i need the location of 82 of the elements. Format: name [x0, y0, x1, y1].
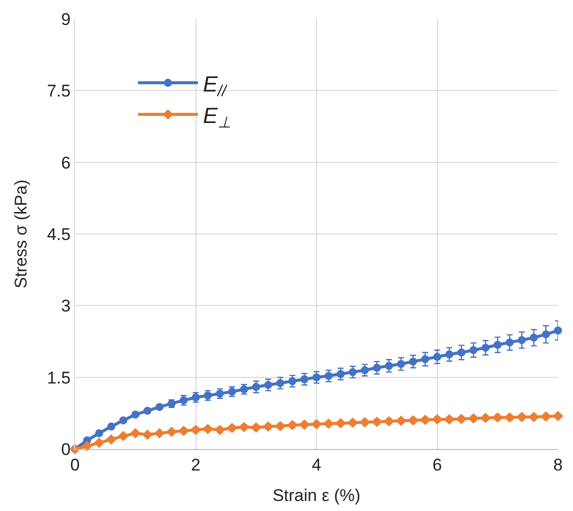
x-axis-title: Strain ε (%) [272, 486, 360, 505]
point [433, 352, 442, 361]
point [287, 420, 298, 430]
point [409, 358, 418, 366]
point [323, 418, 334, 429]
point [263, 421, 274, 432]
point [336, 370, 345, 378]
point [300, 375, 308, 384]
point [202, 424, 214, 434]
point [82, 440, 92, 452]
point [130, 428, 141, 438]
point [516, 412, 527, 422]
legend-label: E$_{//}$ [202, 71, 228, 100]
point [421, 355, 430, 364]
point [299, 419, 310, 430]
point [420, 414, 430, 426]
point [142, 429, 153, 440]
point [178, 426, 189, 436]
point [275, 420, 286, 432]
point [457, 348, 466, 356]
point [264, 380, 272, 389]
point [554, 326, 562, 335]
point [456, 414, 467, 424]
point [143, 406, 152, 415]
x-tick-label: 4 [312, 455, 322, 474]
point [518, 336, 526, 344]
y-axis-title: Stress σ (kPa) [12, 180, 31, 288]
point [95, 429, 104, 438]
point [154, 428, 165, 438]
point [506, 338, 514, 346]
point [311, 418, 322, 430]
point [166, 426, 177, 437]
y-tick-label: 4.5 [46, 224, 71, 244]
point [432, 414, 442, 425]
point [445, 350, 454, 358]
point [468, 413, 479, 424]
x-tick-label: 2 [191, 455, 200, 474]
legend-label: E$_{⊥}$ [202, 102, 231, 132]
point [250, 422, 262, 433]
point [276, 379, 284, 388]
point [396, 416, 406, 426]
point [360, 366, 369, 374]
y-tick-label: 0 [61, 440, 71, 459]
point [94, 438, 104, 448]
point [542, 330, 550, 338]
y-tick-label: 3 [61, 296, 71, 316]
point [444, 414, 455, 425]
point [119, 416, 128, 424]
x-tick-label: 8 [553, 455, 563, 474]
point [107, 422, 116, 431]
point [494, 340, 502, 349]
point [348, 368, 357, 376]
point [408, 415, 418, 426]
point [372, 364, 381, 372]
point [397, 360, 406, 368]
point [252, 382, 260, 391]
point [552, 410, 564, 422]
point [324, 372, 333, 380]
y-tick-label: 7.5 [46, 82, 71, 101]
point [540, 411, 552, 422]
point [312, 373, 320, 382]
point [106, 434, 116, 445]
point [482, 344, 490, 352]
point [131, 410, 140, 419]
y-tick-label: 6 [61, 153, 71, 172]
point [226, 422, 238, 434]
point [384, 362, 393, 370]
point [118, 430, 128, 442]
point [156, 402, 164, 411]
y-tick-label: 1.5 [46, 368, 71, 388]
y-tick-label: 9 [61, 10, 71, 29]
point [214, 424, 226, 436]
point [190, 424, 201, 436]
x-tick-label: 6 [432, 455, 442, 474]
point [288, 377, 296, 386]
point [480, 412, 491, 424]
point [238, 422, 250, 432]
point [492, 412, 503, 423]
point [528, 412, 540, 422]
point [504, 412, 515, 423]
point [469, 346, 478, 354]
point [530, 334, 538, 342]
